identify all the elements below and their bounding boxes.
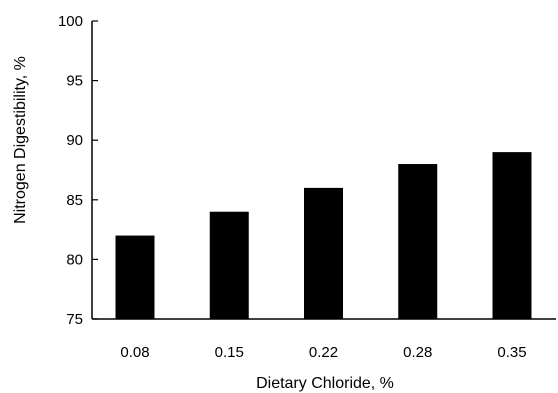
bar-0-15 [209, 211, 249, 319]
x-tick-label: 0.35 [497, 344, 526, 361]
x-tick-label: 0.28 [403, 344, 432, 361]
y-axis-title: Nitrogen Digestibility, % [12, 56, 29, 224]
y-tick-label: 95 [66, 73, 83, 90]
y-ticks-group: 75 80 85 90 95 100 [58, 13, 98, 328]
y-tick-label: 75 [66, 311, 83, 328]
bars-group [115, 152, 532, 319]
bar-0-22 [304, 187, 343, 319]
bar-0-28 [398, 164, 438, 319]
y-tick-label: 85 [66, 192, 83, 209]
x-tick-label: 0.08 [120, 344, 149, 361]
x-axis-title: Dietary Chloride, % [256, 375, 394, 392]
bar-0-08 [115, 235, 155, 319]
x-ticks-group: 0.08 0.15 0.22 0.28 0.35 [120, 344, 526, 361]
y-tick-label: 80 [66, 251, 83, 268]
axes-group [91, 21, 556, 320]
y-tick-label: 100 [58, 13, 83, 30]
bar-0-35 [492, 152, 532, 319]
x-tick-label: 0.22 [309, 344, 338, 361]
y-tick-label: 90 [66, 132, 83, 149]
x-tick-label: 0.15 [215, 344, 244, 361]
